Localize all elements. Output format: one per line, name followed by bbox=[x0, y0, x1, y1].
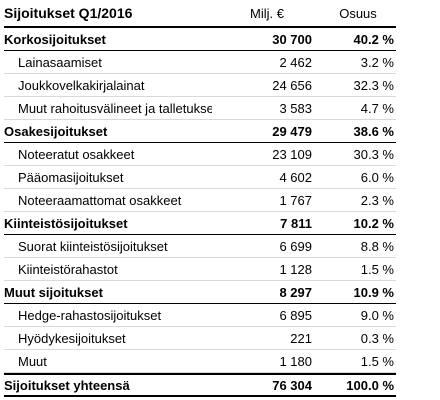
row-amount: 3 583 bbox=[279, 100, 312, 116]
subcategory-row: Suorat kiinteistösijoitukset 6 699 8.8 % bbox=[4, 235, 396, 258]
row-amount: 6 895 bbox=[279, 307, 312, 323]
row-label: Suorat kiinteistösijoitukset bbox=[18, 238, 168, 254]
investments-table: Sijoitukset Q1/2016 Milj. € Osuus Korkos… bbox=[4, 0, 396, 397]
row-amount: 4 602 bbox=[279, 169, 312, 185]
row-label: Hyödykesijoitukset bbox=[18, 330, 126, 346]
row-label: Lainasaamiset bbox=[18, 54, 102, 70]
row-share: 9.0 % bbox=[360, 307, 394, 323]
row-amount: 1 128 bbox=[279, 261, 312, 277]
table-body: Korkosijoitukset 30 700 40.2 % Lainasaamise… bbox=[4, 28, 396, 373]
row-share: 2.3 % bbox=[360, 192, 394, 208]
row-amount: 24 656 bbox=[272, 77, 312, 93]
subcategory-row: Muut 1 180 1.5 % bbox=[4, 350, 396, 373]
row-label: Joukkovelkakirjalainat bbox=[18, 77, 145, 93]
row-label: Pääomasijoitukset bbox=[18, 169, 124, 185]
subcategory-row: Kiinteistörahastot 1 128 1.5 % bbox=[4, 258, 396, 281]
subcategory-row: Joukkovelkakirjalainat 24 656 32.3 % bbox=[4, 74, 396, 97]
subcategory-row: Noteeraamattomat osakkeet 1 767 2.3 % bbox=[4, 189, 396, 212]
row-share: 1.5 % bbox=[360, 261, 394, 277]
column-header-share: Osuus bbox=[339, 5, 377, 21]
subcategory-row: Noteeratut osakkeet 23 109 30.3 % bbox=[4, 143, 396, 166]
row-label: Hedge-rahastosijoitukset bbox=[18, 307, 162, 323]
table-header: Sijoitukset Q1/2016 Milj. € Osuus bbox=[4, 0, 396, 28]
row-share: 30.3 % bbox=[353, 146, 394, 162]
column-header-amount: Milj. € bbox=[250, 5, 284, 21]
row-amount: 221 bbox=[290, 330, 312, 346]
total-amount: 76 304 bbox=[272, 377, 312, 393]
row-share: 32.3 % bbox=[353, 77, 394, 93]
row-label: Noteeraamattomat osakkeet bbox=[18, 192, 182, 208]
row-label: Muut sijoitukset bbox=[4, 284, 103, 300]
row-label: Korkosijoitukset bbox=[4, 31, 106, 47]
row-amount: 1 767 bbox=[279, 192, 312, 208]
row-label: Kiinteistösijoitukset bbox=[4, 215, 128, 231]
row-label: Muut rahoitusvälineet ja talletukset bbox=[18, 100, 212, 116]
row-share: 10.9 % bbox=[353, 284, 394, 300]
total-label: Sijoitukset yhteensä bbox=[4, 377, 130, 393]
row-amount: 6 699 bbox=[279, 238, 312, 254]
row-share: 38.6 % bbox=[353, 123, 394, 139]
row-share: 3.2 % bbox=[360, 54, 394, 70]
row-label: Muut bbox=[18, 353, 47, 369]
row-label: Kiinteistörahastot bbox=[18, 261, 118, 277]
row-amount: 8 297 bbox=[279, 284, 312, 300]
row-share: 10.2 % bbox=[353, 215, 394, 231]
row-amount: 23 109 bbox=[272, 146, 312, 162]
row-label: Noteeratut osakkeet bbox=[18, 146, 135, 162]
subcategory-row: Hyödykesijoitukset 221 0.3 % bbox=[4, 327, 396, 350]
row-label: Osakesijoitukset bbox=[4, 123, 108, 139]
row-amount: 1 180 bbox=[279, 353, 312, 369]
category-row: Muut sijoitukset 8 297 10.9 % bbox=[4, 281, 396, 304]
row-share: 6.0 % bbox=[360, 169, 394, 185]
total-row: Sijoitukset yhteensä 76 304 100.0 % bbox=[4, 373, 396, 397]
row-share: 40.2 % bbox=[353, 31, 394, 47]
category-row: Osakesijoitukset 29 479 38.6 % bbox=[4, 120, 396, 143]
table-title: Sijoitukset Q1/2016 bbox=[4, 5, 133, 21]
row-share: 8.8 % bbox=[360, 238, 394, 254]
row-share: 1.5 % bbox=[360, 353, 394, 369]
row-share: 0.3 % bbox=[360, 330, 394, 346]
subcategory-row: Pääomasijoitukset 4 602 6.0 % bbox=[4, 166, 396, 189]
subcategory-row: Hedge-rahastosijoitukset 6 895 9.0 % bbox=[4, 304, 396, 327]
row-share: 4.7 % bbox=[360, 100, 394, 116]
category-row: Korkosijoitukset 30 700 40.2 % bbox=[4, 28, 396, 51]
row-amount: 29 479 bbox=[272, 123, 312, 139]
total-share: 100.0 % bbox=[346, 377, 394, 393]
row-amount: 7 811 bbox=[280, 215, 312, 231]
subcategory-row: Muut rahoitusvälineet ja talletukset 3 58… bbox=[4, 97, 396, 120]
subcategory-row: Lainasaamiset 2 462 3.2 % bbox=[4, 51, 396, 74]
category-row: Kiinteistösijoitukset 7 811 10.2 % bbox=[4, 212, 396, 235]
row-amount: 30 700 bbox=[272, 31, 312, 47]
row-amount: 2 462 bbox=[279, 54, 312, 70]
